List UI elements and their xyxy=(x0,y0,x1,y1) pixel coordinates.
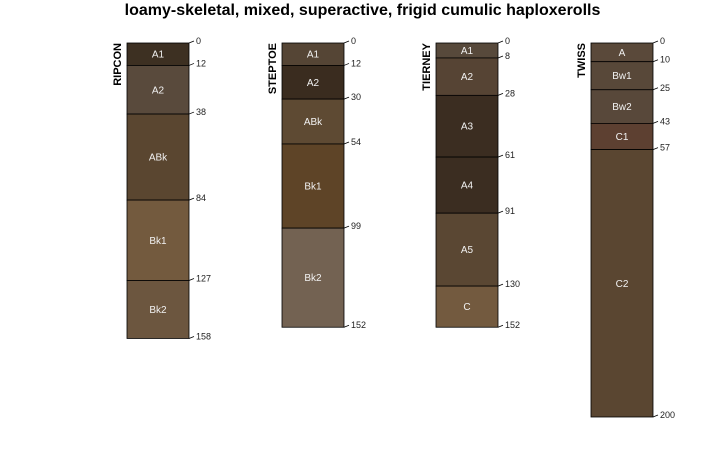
depth-label-tierney-8: 8 xyxy=(505,51,510,61)
depth-label-ripcon-158: 158 xyxy=(196,331,211,341)
depth-label-steptoe-30: 30 xyxy=(351,92,361,102)
depth-label-twiss-10: 10 xyxy=(660,55,670,65)
depth-label-steptoe-152: 152 xyxy=(351,320,366,330)
horizon-label-tierney-a4: A4 xyxy=(461,181,474,192)
horizon-steptoe-bk2 xyxy=(281,227,345,328)
horizon-label-ripcon-abk: ABk xyxy=(149,153,168,164)
depth-tick-tierney-0 xyxy=(497,40,504,44)
depth-label-twiss-0: 0 xyxy=(660,36,665,46)
horizon-ripcon-abk xyxy=(126,113,190,201)
depth-label-twiss-57: 57 xyxy=(660,143,670,153)
profile-name-ripcon: RIPCON xyxy=(112,43,124,86)
horizon-tierney-a2 xyxy=(435,57,499,96)
depth-label-ripcon-84: 84 xyxy=(196,193,206,203)
depth-tick-steptoe-12 xyxy=(343,63,350,66)
horizon-tierney-c xyxy=(435,285,499,328)
horizon-tierney-a4 xyxy=(435,156,499,214)
horizon-ripcon-a2 xyxy=(126,65,190,115)
depth-label-steptoe-99: 99 xyxy=(351,221,361,231)
depth-tick-ripcon-158 xyxy=(188,336,195,339)
depth-tick-twiss-10 xyxy=(652,59,659,63)
depth-tick-tierney-8 xyxy=(497,55,504,59)
depth-tick-tierney-130 xyxy=(497,283,504,287)
horizon-label-ripcon-bk1: Bk1 xyxy=(149,236,167,247)
depth-tick-steptoe-30 xyxy=(343,96,350,100)
horizon-label-steptoe-a2: A2 xyxy=(307,78,320,89)
depth-label-steptoe-54: 54 xyxy=(351,137,361,147)
horizon-label-tierney-a1: A1 xyxy=(461,46,474,57)
profile-name-tierney: TIERNEY xyxy=(421,42,433,90)
depth-tick-ripcon-12 xyxy=(188,63,195,66)
horizon-label-ripcon-a1: A1 xyxy=(152,50,165,61)
depth-tick-twiss-43 xyxy=(652,121,659,124)
depth-tick-ripcon-84 xyxy=(188,197,195,201)
horizon-label-steptoe-bk1: Bk1 xyxy=(304,182,322,193)
horizon-twiss-c1 xyxy=(590,123,654,150)
horizon-label-twiss-bw1: Bw1 xyxy=(612,71,632,82)
chart-title: loamy-skeletal, mixed, superactive, frig… xyxy=(124,2,601,19)
horizon-label-twiss-c2: C2 xyxy=(616,279,629,290)
horizon-label-steptoe-bk2: Bk2 xyxy=(304,273,322,284)
depth-label-twiss-43: 43 xyxy=(660,116,670,126)
depth-label-tierney-0: 0 xyxy=(505,36,510,46)
depth-tick-ripcon-127 xyxy=(188,278,195,281)
depth-tick-ripcon-0 xyxy=(188,40,195,44)
horizon-tierney-a3 xyxy=(435,94,499,158)
depth-tick-steptoe-99 xyxy=(343,225,350,229)
depth-tick-tierney-61 xyxy=(497,154,504,158)
depth-tick-tierney-28 xyxy=(497,92,504,96)
depth-label-tierney-130: 130 xyxy=(505,279,520,289)
horizon-label-ripcon-a2: A2 xyxy=(152,85,165,96)
depth-tick-twiss-200 xyxy=(652,414,659,418)
depth-label-ripcon-127: 127 xyxy=(196,273,211,283)
depth-tick-tierney-91 xyxy=(497,210,504,214)
depth-tick-steptoe-54 xyxy=(343,141,350,145)
horizon-label-twiss-c1: C1 xyxy=(616,132,629,143)
depth-tick-twiss-25 xyxy=(652,87,659,91)
depth-tick-twiss-57 xyxy=(652,147,659,150)
horizon-tierney-a5 xyxy=(435,212,499,287)
depth-tick-tierney-152 xyxy=(497,324,504,328)
horizon-label-twiss-bw2: Bw2 xyxy=(612,102,632,113)
horizon-ripcon-bk2 xyxy=(126,280,190,339)
depth-label-tierney-91: 91 xyxy=(505,206,515,216)
horizon-label-steptoe-a1: A1 xyxy=(307,50,320,61)
depth-label-steptoe-0: 0 xyxy=(351,36,356,46)
horizon-twiss-bw2 xyxy=(590,89,654,124)
depth-tick-twiss-0 xyxy=(652,40,659,44)
depth-tick-steptoe-152 xyxy=(343,324,350,328)
horizon-twiss-bw1 xyxy=(590,61,654,91)
depth-label-tierney-28: 28 xyxy=(505,88,515,98)
depth-label-steptoe-12: 12 xyxy=(351,58,361,68)
horizon-label-twiss-a: A xyxy=(619,48,626,59)
depth-tick-ripcon-38 xyxy=(188,111,195,115)
depth-label-ripcon-38: 38 xyxy=(196,107,206,117)
horizon-label-steptoe-abk: ABk xyxy=(304,117,323,128)
depth-label-tierney-61: 61 xyxy=(505,150,515,160)
horizon-twiss-c2 xyxy=(590,149,654,418)
horizon-steptoe-a2 xyxy=(281,65,345,100)
depth-label-tierney-152: 152 xyxy=(505,320,520,330)
depth-label-twiss-200: 200 xyxy=(660,410,675,420)
depth-label-twiss-25: 25 xyxy=(660,83,670,93)
horizon-label-tierney-a2: A2 xyxy=(461,72,474,83)
profile-name-twiss: TWISS xyxy=(576,43,588,78)
profile-name-steptoe: STEPTOE xyxy=(267,43,279,94)
horizon-label-ripcon-bk2: Bk2 xyxy=(149,305,167,316)
depth-tick-steptoe-0 xyxy=(343,40,350,44)
depth-label-ripcon-12: 12 xyxy=(196,58,206,68)
horizon-label-tierney-c: C xyxy=(463,302,470,313)
depth-label-ripcon-0: 0 xyxy=(196,36,201,46)
horizon-label-tierney-a5: A5 xyxy=(461,245,474,256)
horizon-label-tierney-a3: A3 xyxy=(461,122,474,133)
